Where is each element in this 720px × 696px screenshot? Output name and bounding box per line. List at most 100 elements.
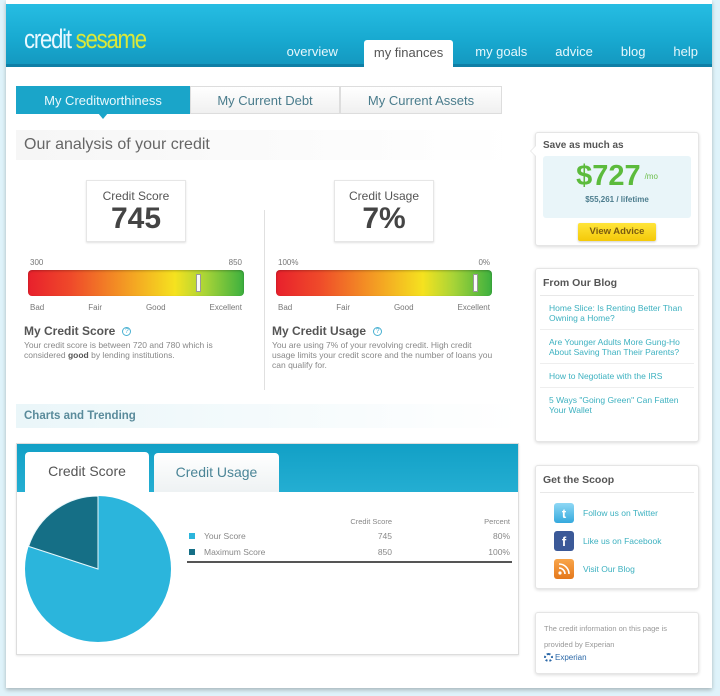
- rating-excellent: Excellent: [209, 303, 242, 312]
- blog-link[interactable]: 5 Ways "Going Green" Can Fatten Your Wal…: [549, 395, 679, 415]
- desc-text: by lending institutions.: [88, 350, 175, 360]
- credit-score-gauge: [28, 270, 244, 296]
- heading-text: My Credit Score: [24, 324, 116, 338]
- experian-logo-text: Experian: [555, 653, 587, 662]
- rating-bad: Bad: [30, 303, 45, 312]
- credit-score-box: Credit Score 745: [86, 180, 186, 242]
- my-credit-usage-heading: My Credit Usage ?: [272, 324, 492, 338]
- legend-label: Your Score: [204, 531, 246, 541]
- blog-link[interactable]: Are Younger Adults More Gung-Ho About Sa…: [540, 330, 694, 364]
- rating-excellent: Excellent: [457, 303, 490, 312]
- get-the-scoop-card: Get the Scoop t Follow us on Twitter f L…: [535, 465, 699, 589]
- analysis-title: Our analysis of your credit: [16, 130, 519, 160]
- credit-usage-description: You are using 7% of your revolving credi…: [272, 340, 493, 370]
- score-scale-max: 850: [228, 258, 242, 267]
- usage-marker: [472, 274, 478, 292]
- sub-tabs: My Creditworthiness My Current Debt My C…: [16, 86, 502, 119]
- blog-link[interactable]: Home Slice: Is Renting Better Than Ownin…: [540, 296, 694, 330]
- savings-amount-box: $727/mo $55,261 / lifetime: [543, 156, 691, 218]
- blog-card: From Our Blog Home Slice: Is Renting Bet…: [535, 268, 699, 442]
- chart-legend-table: Credit Score Percent Your Score 745 80% …: [187, 516, 512, 563]
- divider: [264, 210, 265, 390]
- legend-header: Credit Score Percent: [187, 516, 512, 528]
- facebook-link[interactable]: f Like us on Facebook: [554, 531, 698, 551]
- rating-fair: Fair: [88, 303, 102, 312]
- legend-score: 745: [377, 531, 392, 541]
- tab-my-current-debt[interactable]: My Current Debt: [190, 86, 340, 114]
- credit-sesame-logo[interactable]: credit sesame: [24, 24, 147, 54]
- charts-section-title: Charts and Trending: [16, 404, 519, 428]
- header: credit sesame overview my finances my goa…: [6, 4, 712, 67]
- legend-col-percent: Percent: [484, 517, 510, 526]
- usage-rating-labels: Bad Fair Good Excellent: [276, 303, 492, 312]
- page-frame: credit sesame overview my finances my goa…: [6, 0, 712, 688]
- heading-text: My Credit Usage: [272, 324, 367, 338]
- nav-overview[interactable]: overview: [286, 44, 338, 59]
- tab-my-creditworthiness[interactable]: My Creditworthiness: [16, 86, 190, 119]
- scoop-title: Get the Scoop: [540, 466, 694, 493]
- rss-icon: [554, 559, 574, 579]
- rating-fair: Fair: [336, 303, 350, 312]
- blog-link-label: Visit Our Blog: [583, 564, 635, 574]
- legend-percent: 80%: [492, 531, 510, 541]
- twitter-link[interactable]: t Follow us on Twitter: [554, 503, 698, 523]
- charts-panel: Credit Score Credit Usage Credit Score P…: [16, 443, 519, 655]
- pie-slice-remaining: [27, 496, 99, 570]
- rss-glyph-icon: [558, 563, 570, 575]
- amount-value: $727: [576, 160, 641, 192]
- legend-swatch-icon: [189, 533, 195, 539]
- credit-score-description: Your credit score is between 720 and 780…: [24, 340, 249, 360]
- experian-card: The credit information on this page is p…: [535, 612, 699, 674]
- legend-row: Maximum Score 850 100%: [187, 544, 512, 560]
- rating-good: Good: [393, 303, 414, 312]
- blog-title: From Our Blog: [540, 269, 694, 296]
- usage-scale-min: 100%: [278, 258, 299, 267]
- facebook-link-label: Like us on Facebook: [583, 536, 662, 546]
- credit-score-value: 745: [110, 202, 162, 235]
- credit-analysis-panel: Our analysis of your credit Credit Score…: [16, 130, 519, 400]
- credit-usage-value: 7%: [362, 202, 406, 235]
- main-nav: overview my finances my goals advice blo…: [273, 40, 712, 67]
- tab-my-current-assets[interactable]: My Current Assets: [340, 86, 502, 114]
- nav-help[interactable]: help: [673, 44, 698, 59]
- experian-gear-icon: [544, 653, 553, 662]
- rating-bad: Bad: [278, 303, 293, 312]
- view-advice-button[interactable]: View Advice: [578, 223, 656, 241]
- help-icon[interactable]: ?: [122, 326, 132, 336]
- usage-scale-ends: 100% 0%: [276, 258, 492, 267]
- blog-rss-link[interactable]: Visit Our Blog: [554, 559, 698, 579]
- chart-tab-credit-usage[interactable]: Credit Usage: [154, 453, 279, 492]
- credit-score-pie-chart: [25, 496, 171, 642]
- savings-amount: $727/mo: [543, 156, 691, 193]
- nav-my-goals[interactable]: my goals: [475, 44, 528, 59]
- score-rating-labels: Bad Fair Good Excellent: [28, 303, 244, 312]
- experian-disclaimer: The credit information on this page is p…: [544, 624, 667, 649]
- legend-row: Your Score 745 80%: [187, 528, 512, 544]
- savings-title: Save as much as: [543, 140, 624, 151]
- legend-score: 850: [377, 547, 392, 557]
- nav-my-finances[interactable]: my finances: [363, 40, 454, 67]
- score-marker: [196, 274, 202, 292]
- amount-period: /mo: [644, 172, 658, 182]
- rating-good: Good: [145, 303, 166, 312]
- facebook-icon: f: [554, 531, 574, 551]
- legend-name: Maximum Score: [187, 544, 327, 560]
- nav-advice[interactable]: advice: [555, 44, 593, 59]
- legend-name: Your Score: [187, 528, 327, 544]
- credit-usage-label: Credit Usage: [348, 189, 420, 203]
- score-scale-min: 300: [30, 258, 44, 267]
- savings-card: Save as much as $727/mo $55,261 / lifeti…: [530, 132, 699, 246]
- desc-text: Your credit score is between 720 and 780…: [24, 340, 213, 360]
- credit-usage-gauge: [276, 270, 492, 296]
- nav-blog[interactable]: blog: [620, 44, 646, 59]
- credit-usage-meter: Credit Usage 7% 100% 0% Bad Fair Good Ex…: [272, 180, 492, 370]
- my-credit-score-heading: My Credit Score ?: [24, 324, 244, 338]
- chart-tab-credit-score[interactable]: Credit Score: [25, 452, 149, 492]
- blog-link[interactable]: How to Negotiate with the IRS: [540, 364, 694, 388]
- chart-tabs-bar: Credit Score Credit Usage: [17, 444, 518, 492]
- help-icon[interactable]: ?: [373, 326, 383, 336]
- experian-logo[interactable]: Experian: [544, 653, 698, 662]
- twitter-link-label: Follow us on Twitter: [583, 508, 658, 518]
- credit-score-meter: Credit Score 745 300 850 Bad Fair Good E…: [24, 180, 244, 360]
- legend-swatch-icon: [189, 549, 195, 555]
